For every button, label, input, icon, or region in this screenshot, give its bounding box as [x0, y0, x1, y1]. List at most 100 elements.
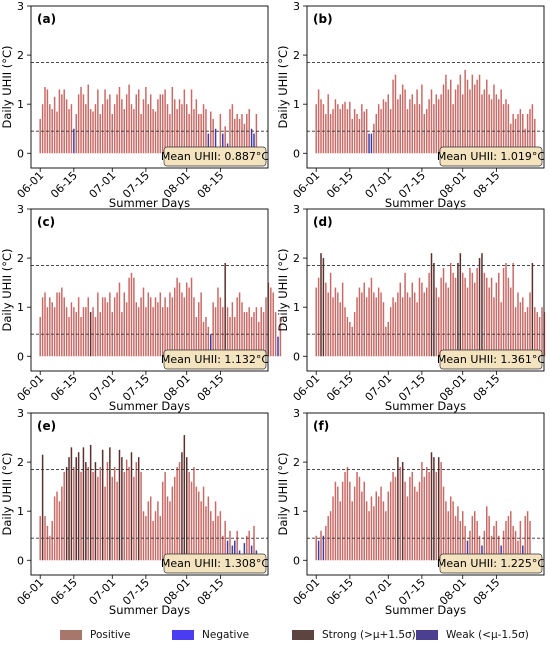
bar — [185, 282, 188, 357]
bar — [413, 486, 416, 561]
bar — [219, 511, 222, 561]
bar — [365, 501, 368, 561]
bar — [246, 535, 248, 561]
bar — [344, 101, 346, 154]
bar — [147, 104, 150, 154]
bar — [406, 292, 409, 357]
bar — [486, 506, 488, 561]
bar — [317, 277, 320, 357]
bar — [41, 297, 44, 357]
bar — [65, 467, 68, 561]
bar — [526, 511, 529, 561]
bar — [466, 540, 469, 561]
bar — [457, 263, 459, 357]
bar — [101, 449, 104, 561]
y-axis-label: Daily UHII (°C) — [276, 452, 290, 535]
bar — [56, 292, 58, 357]
bar — [474, 511, 476, 561]
mean-text: Mean UHII: 1.361°C — [437, 353, 545, 366]
bar — [250, 128, 253, 154]
bar — [111, 476, 114, 561]
bar — [241, 114, 243, 154]
bar — [320, 99, 322, 154]
bar — [322, 104, 325, 154]
plot-frame — [30, 208, 269, 372]
bar — [423, 292, 426, 357]
bar — [171, 87, 174, 154]
bar — [68, 109, 70, 154]
bar — [493, 84, 495, 154]
bar — [370, 496, 373, 561]
bar — [421, 282, 423, 357]
bar — [236, 114, 238, 154]
bar — [140, 297, 142, 357]
bar — [337, 292, 339, 357]
bar — [94, 104, 97, 154]
bar — [200, 292, 202, 357]
y-tick-label: 1 — [17, 505, 24, 518]
bar — [258, 321, 260, 357]
x-axis-label: Summer Days — [385, 196, 466, 210]
y-tick-label: 2 — [293, 456, 300, 469]
bar — [255, 307, 258, 357]
bar — [56, 491, 58, 561]
bar — [510, 123, 512, 154]
x-axis-label: Summer Days — [109, 196, 190, 210]
bar — [382, 501, 385, 561]
bar — [370, 277, 373, 357]
plot-area — [307, 413, 544, 575]
y-axis-label: Daily UHII (°C) — [0, 45, 14, 128]
bar — [433, 457, 435, 561]
bar — [104, 297, 106, 357]
bar — [128, 277, 130, 357]
bar — [176, 467, 178, 561]
bar — [368, 511, 370, 561]
bar — [70, 104, 73, 154]
x-tick-label: 06-15 — [48, 372, 80, 404]
bar — [75, 457, 77, 561]
bar — [500, 302, 502, 357]
bar — [89, 312, 92, 357]
y-tick-label: 0 — [17, 350, 24, 363]
bar — [404, 272, 406, 357]
bar — [526, 114, 529, 154]
bar — [445, 501, 447, 561]
x-tick-label: 08-15 — [195, 169, 227, 201]
bar — [87, 84, 89, 154]
bar — [512, 114, 514, 154]
bar — [440, 462, 442, 561]
bar — [349, 101, 351, 154]
bar — [68, 457, 70, 561]
bar — [169, 501, 171, 561]
plot-area — [31, 413, 268, 575]
bar — [329, 272, 332, 357]
bar — [483, 530, 486, 561]
bar — [416, 302, 418, 357]
legend-item-negative: Negative — [172, 626, 249, 644]
bar — [94, 317, 97, 357]
bar — [488, 287, 490, 357]
legend-swatch-weak — [416, 630, 438, 640]
x-tick-label: 08-15 — [471, 576, 503, 608]
bar — [375, 491, 377, 561]
bar — [68, 317, 70, 357]
bar — [219, 297, 222, 357]
panel-label: (f) — [313, 419, 329, 433]
bar — [97, 292, 99, 357]
y-tick-label: 2 — [293, 49, 300, 62]
bar — [382, 99, 385, 154]
bar — [157, 99, 159, 154]
y-tick-label: 2 — [17, 252, 24, 265]
bar — [171, 297, 174, 357]
bar — [53, 307, 56, 357]
bar — [397, 99, 399, 154]
bar — [394, 74, 397, 154]
bar — [382, 302, 385, 357]
bar — [222, 307, 224, 357]
bar — [471, 272, 474, 357]
bar — [231, 302, 234, 357]
bar — [449, 263, 452, 357]
bar — [169, 292, 171, 357]
bar — [541, 307, 543, 357]
bar — [70, 447, 73, 561]
